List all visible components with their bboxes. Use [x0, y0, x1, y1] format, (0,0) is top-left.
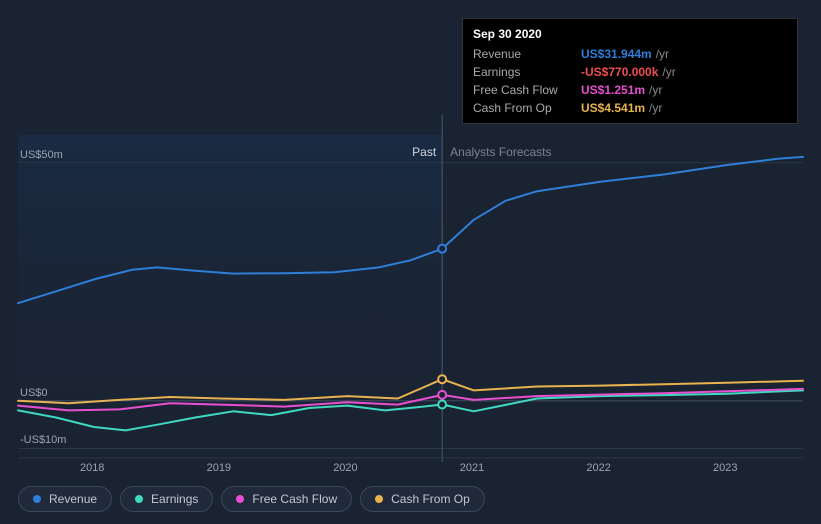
- legend-dot-icon: [135, 495, 143, 503]
- legend-dot-icon: [375, 495, 383, 503]
- past-label: Past: [412, 145, 436, 159]
- legend-item[interactable]: Revenue: [18, 486, 112, 512]
- tooltip-value: -US$770.000k/yr: [581, 63, 676, 81]
- y-axis-label: US$0: [20, 387, 48, 399]
- x-axis-label: 2018: [80, 462, 104, 474]
- tooltip-row: Free Cash Flow US$1.251m/yr: [473, 81, 787, 99]
- y-axis-label: -US$10m: [20, 434, 66, 446]
- tooltip-label: Earnings: [473, 63, 565, 81]
- tooltip-value: US$1.251m/yr: [581, 81, 662, 99]
- tooltip-value: US$4.541m/yr: [581, 99, 662, 117]
- legend-label: Free Cash Flow: [252, 492, 337, 506]
- chart-tooltip: Sep 30 2020 Revenue US$31.944m/yr Earnings-…: [462, 18, 798, 124]
- legend-label: Cash From Op: [391, 492, 470, 506]
- legend-label: Earnings: [151, 492, 198, 506]
- legend-item[interactable]: Free Cash Flow: [221, 486, 352, 512]
- x-axis-label: 2023: [713, 462, 737, 474]
- forecasts-label: Analysts Forecasts: [450, 145, 551, 159]
- legend-label: Revenue: [49, 492, 97, 506]
- x-axis-label: 2020: [333, 462, 357, 474]
- legend-item[interactable]: Cash From Op: [360, 486, 485, 512]
- chart-legend: Revenue Earnings Free Cash Flow Cash From O…: [18, 486, 485, 512]
- tooltip-label: Free Cash Flow: [473, 81, 565, 99]
- legend-item[interactable]: Earnings: [120, 486, 213, 512]
- tooltip-row: Revenue US$31.944m/yr: [473, 45, 787, 63]
- tooltip-row: Cash From Op US$4.541m/yr: [473, 99, 787, 117]
- y-axis-label: US$50m: [20, 149, 63, 161]
- tooltip-label: Cash From Op: [473, 99, 565, 117]
- tooltip-value: US$31.944m/yr: [581, 45, 669, 63]
- tooltip-row: Earnings -US$770.000k/yr: [473, 63, 787, 81]
- legend-dot-icon: [33, 495, 41, 503]
- x-axis-label: 2021: [460, 462, 484, 474]
- tooltip-label: Revenue: [473, 45, 565, 63]
- x-axis-label: 2019: [207, 462, 231, 474]
- legend-dot-icon: [236, 495, 244, 503]
- tooltip-date: Sep 30 2020: [473, 25, 787, 43]
- x-axis-label: 2022: [586, 462, 610, 474]
